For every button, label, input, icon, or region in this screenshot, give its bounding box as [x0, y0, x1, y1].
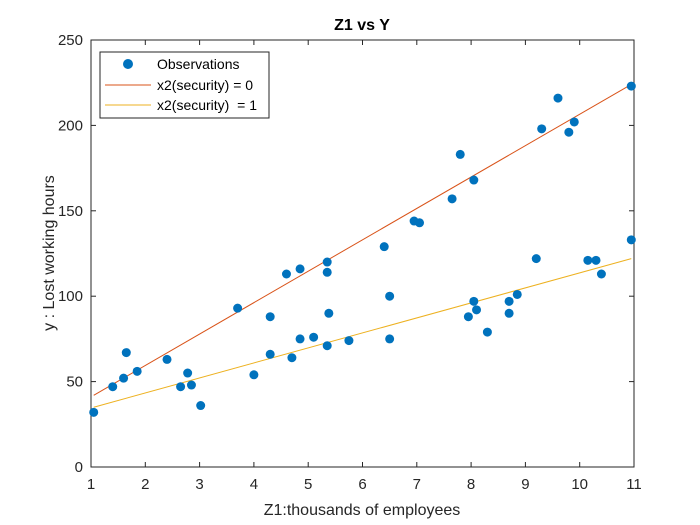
- observation-point: [455, 149, 465, 159]
- observation-point: [626, 235, 636, 245]
- x-tick-label: 9: [521, 476, 529, 493]
- observation-point: [385, 334, 395, 344]
- observation-point: [385, 291, 395, 301]
- fit-line-security-1: [93, 258, 632, 408]
- observation-point: [537, 124, 547, 134]
- observation-point: [379, 242, 389, 252]
- observation-point: [504, 308, 514, 318]
- observation-point: [322, 257, 332, 267]
- observation-point: [132, 366, 142, 376]
- observation-point: [324, 308, 334, 318]
- observation-point: [596, 269, 606, 279]
- y-tick-label: 200: [58, 117, 83, 134]
- observation-point: [176, 382, 186, 392]
- observation-point: [504, 296, 514, 306]
- x-tick-label: 2: [141, 476, 149, 493]
- observation-point: [249, 370, 259, 380]
- observation-point: [415, 218, 425, 228]
- observation-point: [196, 401, 206, 411]
- observation-point: [265, 349, 275, 359]
- y-tick-label: 150: [58, 203, 83, 220]
- legend-security-0-label: x2(security) = 0: [157, 77, 253, 93]
- observation-point: [322, 341, 332, 351]
- observation-point: [531, 254, 541, 264]
- legend-observations-marker: [123, 59, 133, 69]
- observation-point: [265, 312, 275, 322]
- x-tick-label: 7: [413, 476, 421, 493]
- x-tick-label: 5: [304, 476, 312, 493]
- observation-point: [472, 305, 482, 315]
- observation-point: [447, 194, 457, 204]
- observation-point: [233, 303, 243, 313]
- observation-point: [183, 368, 193, 378]
- observation-point: [309, 332, 319, 342]
- observation-point: [281, 269, 291, 279]
- fit-line-security-0: [93, 83, 632, 396]
- x-axis-label: Z1:thousands of employees: [264, 502, 461, 519]
- x-tick-label: 6: [358, 476, 366, 493]
- observation-point: [295, 334, 305, 344]
- observation-point: [553, 93, 563, 103]
- chart-title: Z1 vs Y: [334, 17, 390, 34]
- observation-point: [287, 353, 297, 363]
- y-tick-label: 100: [58, 288, 83, 305]
- y-tick-label: 0: [75, 459, 83, 476]
- observation-point: [186, 380, 196, 390]
- x-tick-label: 11: [626, 476, 642, 493]
- legend-security-1-label: x2(security) = 1: [157, 97, 257, 113]
- observation-point: [344, 336, 354, 346]
- observation-point: [322, 267, 332, 277]
- observation-point: [469, 296, 479, 306]
- x-tick-label: 10: [571, 476, 588, 493]
- observation-point: [569, 117, 579, 127]
- y-tick-label: 250: [58, 32, 83, 49]
- x-tick-label: 4: [250, 476, 258, 493]
- legend-observations-label: Observations: [157, 56, 239, 72]
- observation-point: [512, 289, 522, 299]
- x-tick-label: 1: [87, 476, 95, 493]
- observation-point: [162, 354, 172, 364]
- observation-point: [121, 348, 131, 358]
- x-tick-label: 3: [195, 476, 203, 493]
- y-axis-label: y : Lost working hours: [41, 175, 58, 331]
- observation-point: [583, 255, 593, 265]
- observation-point: [89, 407, 99, 417]
- observation-point: [469, 175, 479, 185]
- observation-point: [564, 127, 574, 137]
- y-tick-label: 50: [66, 374, 83, 391]
- legend: Observations x2(security) = 0 x2(securit…: [99, 51, 270, 119]
- observation-point: [482, 327, 492, 337]
- x-tick-label: 8: [467, 476, 475, 493]
- observation-point: [591, 255, 601, 265]
- observation-point: [108, 382, 118, 392]
- observation-point: [295, 264, 305, 274]
- observation-point: [463, 312, 473, 322]
- observation-point: [119, 373, 129, 383]
- observation-point: [626, 81, 636, 91]
